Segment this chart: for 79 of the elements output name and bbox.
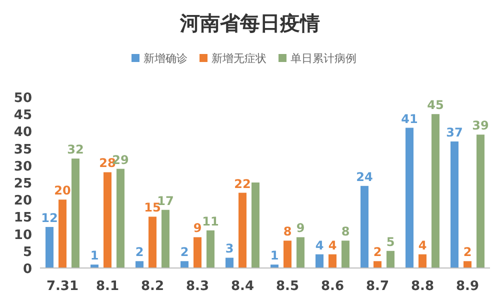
bar [136,261,144,268]
x-tick-label: 8.7 [366,279,390,294]
y-tick-label: 0 [22,262,32,277]
bar [104,172,112,268]
bar [432,114,440,268]
data-label: 39 [472,118,489,133]
data-label: 24 [356,170,373,184]
bar [238,192,246,268]
bar [148,216,156,268]
legend-label: 新增无症状 [212,52,266,65]
x-tick-label: 8.6 [320,279,344,294]
bar [450,141,458,268]
data-label: 9 [193,221,202,236]
bar [476,134,484,268]
y-tick-label: 40 [14,125,32,140]
bar [252,182,260,268]
data-label: 32 [67,142,84,157]
data-label: 37 [446,125,463,140]
y-tick-label: 15 [14,210,32,226]
data-label: 11 [202,214,219,228]
data-label: 2 [135,245,144,260]
y-tick-label: 10 [14,228,32,243]
data-label: 20 [54,184,71,198]
legend-label: 新增确诊 [144,52,188,65]
data-label: 1 [270,248,279,263]
bar [316,254,324,268]
data-label: 5 [386,234,395,249]
bar [296,237,304,268]
data-label: 41 [401,112,418,126]
y-tick-label: 30 [14,159,32,174]
x-tick-label: 8.9 [456,279,480,294]
x-tick-label: 8.8 [410,279,434,294]
bar [328,254,336,268]
data-label: 4 [328,238,337,252]
chart-title: 河南省每日疫情 [179,11,320,35]
bar [386,250,394,268]
x-tick-label: 8.4 [230,279,254,294]
data-label: 4 [315,238,324,252]
data-label: 3 [225,242,234,256]
bar [72,158,80,268]
bar [226,258,234,268]
bar [360,186,368,268]
data-label: 2 [180,245,189,260]
x-tick-label: 8.5 [276,279,300,294]
bar [46,226,54,268]
bar [284,240,292,268]
bar [464,261,472,268]
y-tick-label: 35 [14,142,32,158]
data-label: 1 [90,248,99,263]
bar [194,237,202,268]
data-label: 2 [373,245,382,260]
y-tick-label: 5 [22,244,32,260]
data-label: 8 [341,224,350,239]
bar [180,261,188,268]
bar [206,230,214,268]
data-label: 45 [427,98,444,112]
data-label: 2 [463,245,472,260]
bar [162,210,170,268]
x-tick-label: 8.1 [96,279,120,294]
data-label: 12 [41,210,58,225]
x-tick-label: 8.2 [140,279,164,294]
data-label: 8 [283,224,292,239]
bar [342,240,350,268]
bar [418,254,426,268]
data-label: 4 [418,238,427,252]
data-label: 9 [296,221,305,236]
data-label: 15 [144,200,161,215]
bar [116,168,124,268]
y-tick-label: 20 [14,194,32,209]
bar [58,200,66,268]
bar [374,261,382,268]
x-tick-label: 8.3 [186,279,210,294]
y-tick-label: 25 [14,176,32,192]
y-tick-label: 50 [14,91,32,106]
x-tick-label: 7.31 [46,279,79,294]
data-label: 22 [234,176,251,191]
y-tick-label: 45 [14,108,32,124]
bar [406,128,414,268]
legend-label: 单日累计病例 [290,52,356,65]
